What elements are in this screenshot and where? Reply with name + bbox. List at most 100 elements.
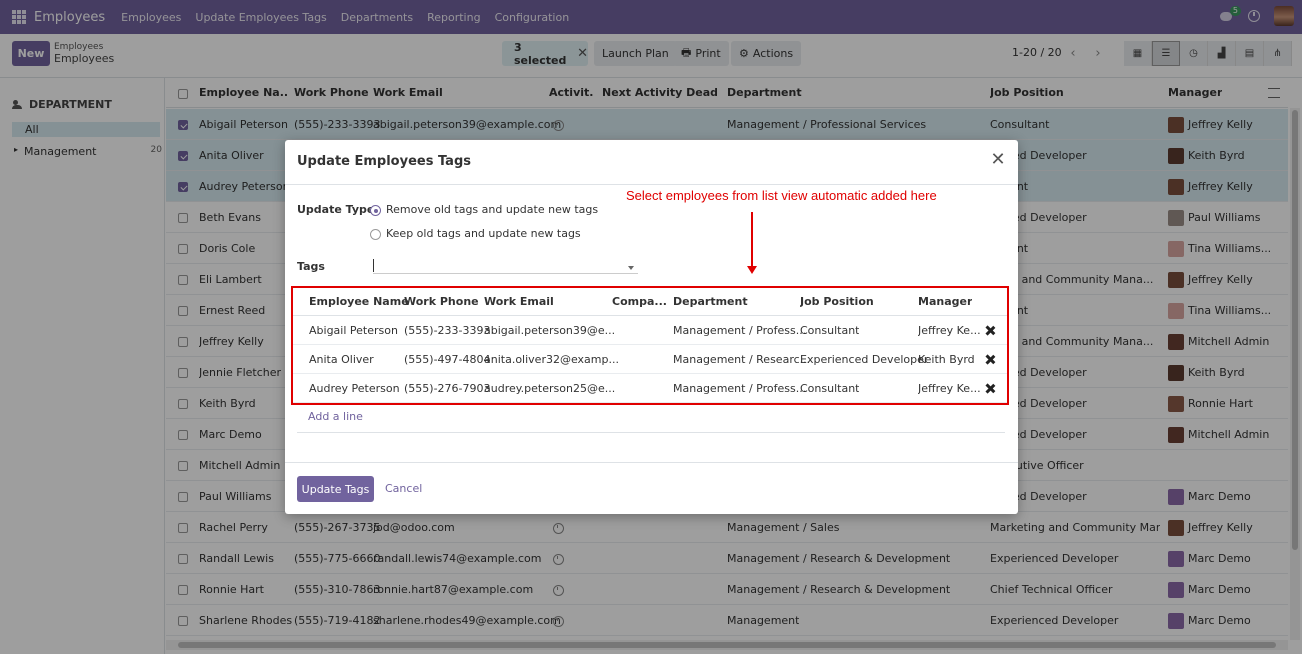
close-icon[interactable]: ✕ xyxy=(990,149,1006,170)
pager-value[interactable]: 1-20 / 20 xyxy=(1012,46,1062,59)
sub-cell-job-position[interactable]: Experienced Developer xyxy=(800,353,929,366)
row-checkbox[interactable] xyxy=(178,616,188,626)
sub-cell-work-email[interactable]: anita.oliver32@examp... xyxy=(484,353,619,366)
add-a-line-link[interactable]: Add a line xyxy=(308,410,363,423)
actions-button[interactable]: ⚙ Actions xyxy=(731,41,802,66)
kanban-view-icon[interactable]: ▦ xyxy=(1124,41,1152,66)
delete-row-icon[interactable] xyxy=(985,326,994,335)
sub-cell-work-phone[interactable]: (555)-233-3393 xyxy=(404,324,491,337)
launch-plan-button[interactable]: Launch Plan xyxy=(594,41,677,66)
app-brand[interactable]: Employees xyxy=(34,9,106,25)
sub-table-row[interactable]: Audrey Peterson (555)-276-7903 audrey.pete… xyxy=(293,374,1007,403)
sidebar-item-management[interactable]: ▸ Management 20 xyxy=(12,145,162,158)
row-checkbox[interactable] xyxy=(178,523,188,533)
row-checkbox[interactable] xyxy=(178,120,188,130)
new-button[interactable]: New xyxy=(12,41,50,66)
row-checkbox[interactable] xyxy=(178,399,188,409)
hierarchy-view-icon[interactable]: ⋔ xyxy=(1264,41,1292,66)
pager-previous-icon[interactable]: ‹ xyxy=(1070,46,1076,61)
row-checkbox[interactable] xyxy=(178,430,188,440)
horizontal-scrollbar[interactable] xyxy=(166,640,1288,650)
sub-cell-job-position[interactable]: Consultant xyxy=(800,324,860,337)
activity-clock-icon[interactable] xyxy=(553,109,564,140)
sub-col-work-phone[interactable]: Work Phone xyxy=(404,295,479,308)
sub-cell-work-phone[interactable]: (555)-276-7903 xyxy=(404,382,491,395)
delete-row-icon[interactable] xyxy=(985,384,994,393)
row-checkbox[interactable] xyxy=(178,554,188,564)
menu-employees[interactable]: Employees xyxy=(121,10,182,24)
sub-table-row[interactable]: Anita Oliver (555)-497-4804 anita.oliver32… xyxy=(293,345,1007,374)
list-view-icon[interactable]: ☰ xyxy=(1152,41,1180,66)
col-employee-name[interactable]: Employee Na... xyxy=(199,86,287,99)
sub-cell-department[interactable]: Management / Profess... xyxy=(673,324,807,337)
row-checkbox[interactable] xyxy=(178,151,188,161)
col-job-position[interactable]: Job Position xyxy=(990,86,1064,99)
sub-cell-work-email[interactable]: audrey.peterson25@e... xyxy=(484,382,616,395)
col-work-email[interactable]: Work Email xyxy=(373,86,443,99)
row-checkbox[interactable] xyxy=(178,306,188,316)
tags-input[interactable] xyxy=(373,258,638,274)
chat-icon[interactable]: 5 xyxy=(1220,6,1241,22)
col-next-activity-deadline[interactable]: Next Activity Deadli... xyxy=(602,86,717,99)
sub-cell-department[interactable]: Management / Profess... xyxy=(673,382,807,395)
optional-columns-icon[interactable] xyxy=(1268,88,1280,98)
pager-next-icon[interactable]: › xyxy=(1095,46,1101,61)
menu-reporting[interactable]: Reporting xyxy=(427,10,481,24)
row-checkbox[interactable] xyxy=(178,275,188,285)
table-row[interactable]: Abigail Peterson (555)-233-3393 abigail.pe… xyxy=(166,109,1288,140)
sub-col-work-email[interactable]: Work Email xyxy=(484,295,554,308)
sub-col-job-position[interactable]: Job Position xyxy=(800,295,874,308)
row-checkbox[interactable] xyxy=(178,244,188,254)
apps-grid-icon[interactable] xyxy=(12,10,26,24)
user-avatar[interactable] xyxy=(1274,6,1294,26)
sub-cell-manager[interactable]: Jeffrey Ke... xyxy=(918,324,981,337)
select-all-checkbox[interactable] xyxy=(178,89,188,99)
dropdown-caret-icon[interactable] xyxy=(628,266,634,270)
cancel-button[interactable]: Cancel xyxy=(385,482,423,495)
unselect-close-icon[interactable]: ✕ xyxy=(577,46,588,61)
table-row[interactable]: Randall Lewis (555)-775-6660 randall.lewis… xyxy=(166,543,1288,574)
pivot-view-icon[interactable]: ▤ xyxy=(1236,41,1264,66)
caret-right-icon[interactable]: ▸ xyxy=(14,145,19,154)
sub-cell-department[interactable]: Management / Researc... xyxy=(673,353,811,366)
activity-clock-icon[interactable] xyxy=(1248,10,1260,22)
sub-cell-employee-name[interactable]: Anita Oliver xyxy=(309,353,374,366)
col-activities[interactable]: Activit... xyxy=(549,86,594,99)
graph-view-icon[interactable]: ▟ xyxy=(1208,41,1236,66)
radio-remove-old-tags-label[interactable]: Remove old tags and update new tags xyxy=(386,203,599,216)
sub-cell-work-phone[interactable]: (555)-497-4804 xyxy=(404,353,491,366)
sub-col-company[interactable]: Compa... xyxy=(612,295,667,308)
row-checkbox[interactable] xyxy=(178,213,188,223)
row-checkbox[interactable] xyxy=(178,337,188,347)
breadcrumb-parent[interactable]: Employees xyxy=(54,42,104,52)
col-department[interactable]: Department xyxy=(727,86,802,99)
activity-clock-icon[interactable] xyxy=(553,574,564,605)
menu-departments[interactable]: Departments xyxy=(340,10,414,24)
sub-col-manager[interactable]: Manager xyxy=(918,295,973,308)
vertical-scrollbar[interactable] xyxy=(1290,108,1300,640)
print-button[interactable]: 🖶 Print xyxy=(673,41,729,66)
table-row[interactable]: Sharlene Rhodes (555)-719-4182 sharlene.rh… xyxy=(166,605,1288,636)
menu-update-employees-tags[interactable]: Update Employees Tags xyxy=(195,10,327,24)
sub-cell-work-email[interactable]: abigail.peterson39@e... xyxy=(484,324,616,337)
sub-cell-manager[interactable]: Jeffrey Ke... xyxy=(918,382,981,395)
delete-row-icon[interactable] xyxy=(985,355,994,364)
activity-view-icon[interactable]: ◷ xyxy=(1180,41,1208,66)
sub-cell-manager[interactable]: Keith Byrd xyxy=(918,353,975,366)
row-checkbox[interactable] xyxy=(178,492,188,502)
sub-cell-employee-name[interactable]: Abigail Peterson xyxy=(309,324,398,337)
sub-cell-job-position[interactable]: Consultant xyxy=(800,382,860,395)
sub-col-employee-name[interactable]: Employee Name xyxy=(309,295,409,308)
activity-clock-icon[interactable] xyxy=(553,512,564,543)
row-checkbox[interactable] xyxy=(178,368,188,378)
radio-keep-old-tags[interactable] xyxy=(370,229,381,240)
radio-keep-old-tags-label[interactable]: Keep old tags and update new tags xyxy=(386,227,581,240)
sidebar-item-all[interactable]: All xyxy=(12,122,160,137)
sub-col-department[interactable]: Department xyxy=(673,295,748,308)
col-manager[interactable]: Manager xyxy=(1168,86,1223,99)
table-row[interactable]: Rachel Perry (555)-267-3735 jod@odoo.com Ma… xyxy=(166,512,1288,543)
menu-configuration[interactable]: Configuration xyxy=(494,10,570,24)
sub-table-row[interactable]: Abigail Peterson (555)-233-3393 abigail.pe… xyxy=(293,316,1007,345)
row-checkbox[interactable] xyxy=(178,585,188,595)
update-tags-button[interactable]: Update Tags xyxy=(297,476,374,502)
